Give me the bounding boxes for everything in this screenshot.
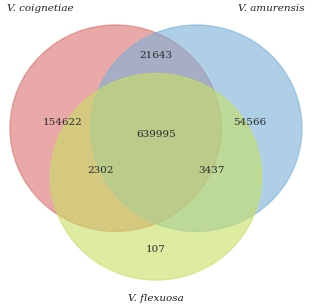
Circle shape [91,25,302,231]
Text: 54566: 54566 [233,118,266,127]
Text: 154622: 154622 [43,118,83,127]
Text: 2302: 2302 [87,166,113,175]
Text: 107: 107 [146,245,166,254]
Text: 21643: 21643 [139,51,173,60]
Text: V. flexuosa: V. flexuosa [128,294,184,303]
Circle shape [10,25,221,231]
Circle shape [51,74,261,280]
Text: 3437: 3437 [199,166,225,175]
Text: V. coignetiae: V. coignetiae [7,4,74,13]
Text: 639995: 639995 [136,130,176,139]
Text: V. amurensis: V. amurensis [238,4,305,13]
